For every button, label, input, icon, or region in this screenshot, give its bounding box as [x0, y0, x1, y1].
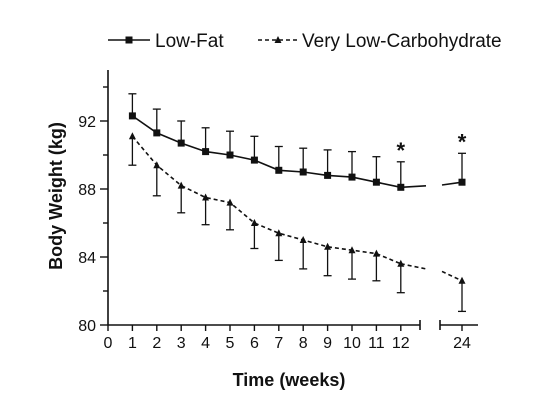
- legend-label: Low-Fat: [155, 31, 224, 52]
- data-point: [324, 242, 332, 250]
- y-tick-label: 80: [78, 318, 96, 335]
- data-point: [153, 161, 161, 169]
- data-point: [348, 173, 356, 181]
- x-tick-label: 11: [368, 335, 385, 352]
- data-point: [128, 132, 136, 140]
- data-point: [250, 156, 258, 164]
- data-point: [177, 139, 185, 147]
- data-point: [250, 219, 258, 226]
- x-tick-label: 7: [274, 335, 283, 352]
- chart-series: * *: [128, 93, 467, 313]
- legend-label: Very Low-Carbohydrate: [302, 31, 502, 52]
- y-tick-label: 92: [78, 114, 96, 131]
- data-point: [397, 259, 405, 267]
- data-point: [299, 168, 307, 176]
- data-point: [372, 249, 380, 257]
- data-point: [128, 112, 136, 120]
- y-axis-label: Body Weight (kg): [46, 122, 66, 270]
- data-point: [458, 178, 466, 186]
- chart-legend: Low-Fat Very Low-Carbohydrate: [108, 31, 502, 52]
- series-line: [131, 115, 401, 189]
- legend-item-low-fat: Low-Fat: [108, 31, 224, 52]
- series-line-break-segment: [400, 184, 427, 189]
- significance-asterisk: *: [397, 138, 406, 163]
- data-point: [202, 193, 210, 201]
- x-tick-label: 0: [104, 335, 113, 352]
- x-tick-label: 5: [226, 335, 235, 352]
- x-tick-label: 4: [201, 335, 210, 352]
- legend-item-very-low-carbohydrate: Very Low-Carbohydrate: [258, 31, 502, 52]
- x-tick-label: 6: [250, 335, 259, 352]
- x-axis-label: Time (weeks): [233, 370, 346, 390]
- x-tick-label: 1: [128, 335, 137, 352]
- x-tick-label: 9: [323, 335, 332, 352]
- data-point: [177, 181, 185, 189]
- data-point: [226, 198, 234, 206]
- legend-marker: [125, 36, 133, 44]
- data-point: [458, 276, 466, 284]
- data-point: [324, 171, 332, 179]
- x-tick-label: 3: [177, 335, 186, 352]
- x-tick-label: 2: [152, 335, 161, 352]
- series-line: [131, 135, 402, 265]
- data-point: [153, 129, 161, 137]
- x-tick-label: 8: [299, 335, 308, 352]
- legend-marker: [274, 36, 282, 43]
- x-tick-label: 24: [453, 335, 471, 352]
- data-point: [202, 148, 210, 156]
- data-point: [348, 246, 356, 254]
- data-point: [275, 166, 283, 174]
- series-line-break-segment: [400, 263, 427, 270]
- data-point: [397, 183, 405, 191]
- data-point: [226, 151, 234, 159]
- significance-asterisk: *: [458, 129, 467, 154]
- y-tick-label: 84: [78, 250, 96, 267]
- series-very-low-carbohydrate: [128, 132, 466, 313]
- x-tick-label: 10: [343, 335, 361, 352]
- series-line-break-segment: [441, 270, 463, 282]
- data-point: [372, 178, 380, 186]
- x-tick-label: 12: [392, 335, 410, 352]
- data-point: [275, 229, 283, 237]
- y-tick-label: 88: [78, 182, 96, 199]
- data-point: [299, 236, 307, 243]
- series-low-fat: [128, 93, 466, 191]
